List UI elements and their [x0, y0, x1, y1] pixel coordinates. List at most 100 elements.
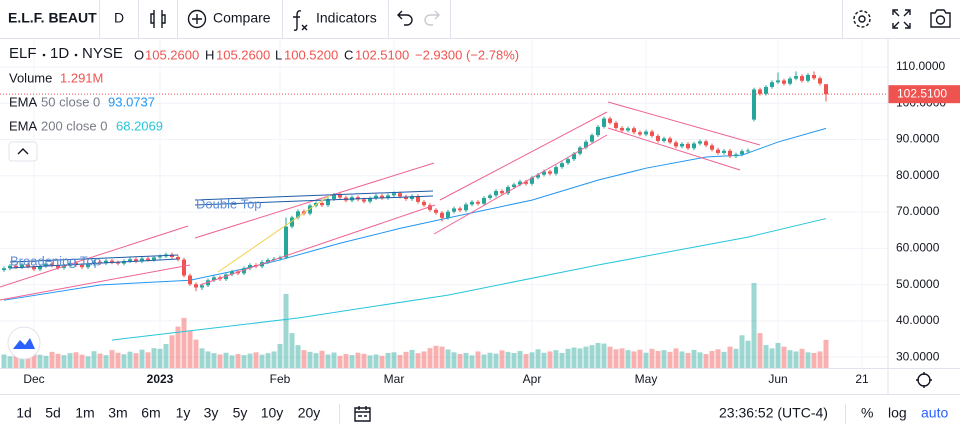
compare-button[interactable]: Compare: [213, 10, 271, 26]
range-button[interactable]: 5y: [233, 405, 248, 421]
candle-body: [356, 197, 360, 200]
auto-button[interactable]: auto: [921, 405, 948, 421]
range-button[interactable]: 20y: [298, 405, 321, 421]
redo-button[interactable]: [424, 10, 440, 26]
candle-body: [566, 159, 570, 164]
candle-body: [188, 275, 192, 285]
volume-bar: [187, 330, 193, 368]
collapse-button[interactable]: [8, 141, 38, 162]
ema-name: EMA: [9, 94, 38, 109]
volume-bar: [487, 352, 493, 368]
volume-bar: [409, 349, 415, 368]
settings-button[interactable]: [858, 15, 866, 23]
fullscreen-button[interactable]: [892, 9, 911, 29]
range-button[interactable]: 1m: [75, 405, 94, 421]
ohlc-key: H: [205, 47, 214, 62]
settings-button: [853, 10, 871, 28]
volume-bar: [259, 354, 265, 368]
volume-bar: [283, 293, 289, 368]
trend-line: [9, 258, 179, 269]
volume-bar: [523, 354, 529, 368]
ema-params: 200 close 0: [41, 118, 108, 133]
ema-line: [111, 218, 827, 341]
volume-bar: [379, 355, 385, 368]
candle-body: [368, 198, 372, 202]
log-button[interactable]: log: [888, 405, 907, 421]
volume-bar: [793, 351, 799, 368]
y-tick-label: 90.0000: [896, 132, 940, 146]
interval-button[interactable]: D: [114, 10, 124, 26]
candle-body: [752, 89, 756, 120]
logo: [7, 326, 41, 360]
symbol-search[interactable]: E.L.F. BEAUT: [8, 10, 97, 26]
volume-bar: [25, 352, 31, 368]
drawings: [0, 101, 761, 301]
candle-body: [746, 150, 750, 152]
volume-bar: [733, 348, 739, 368]
undo-button[interactable]: [397, 10, 413, 26]
candle-body: [686, 143, 690, 149]
x-tick-label: Jun: [768, 372, 787, 386]
volume-bar: [91, 351, 97, 368]
candle-body: [776, 80, 780, 83]
candle-body: [500, 191, 504, 194]
ohlc-key: O: [134, 47, 144, 62]
annotation: Broadening Top: [10, 253, 101, 268]
indicators-button[interactable]: Indicators: [316, 10, 377, 26]
settings-icon[interactable]: [916, 372, 932, 388]
volume-bar: [67, 353, 73, 368]
volume-bar: [709, 351, 715, 368]
y-tick-label: 40.0000: [896, 313, 940, 327]
volume-bar: [55, 353, 61, 368]
volume-bar: [1, 354, 7, 368]
candle-body: [434, 209, 438, 213]
x-tick-label: May: [635, 372, 658, 386]
trend-line: [607, 127, 741, 171]
trend-line: [9, 254, 179, 263]
candle-body: [734, 154, 738, 157]
candle-body: [50, 263, 54, 266]
volume-bar: [715, 349, 721, 368]
candle-body: [110, 260, 114, 263]
range-button[interactable]: 1d: [16, 405, 32, 421]
volume-bar: [43, 355, 49, 368]
compare-icon[interactable]: [187, 9, 207, 29]
annotation: Double Top: [196, 196, 262, 211]
candle-body: [134, 259, 138, 262]
volume-bar: [751, 283, 757, 368]
trend-line: [194, 195, 434, 206]
candle-body: [74, 262, 78, 266]
range-button[interactable]: 10y: [261, 405, 284, 421]
plot-layer: 30.0000 40.0000 50.0000 60.0000 70.0000 80.00…: [0, 40, 960, 386]
indicators-icon[interactable]: [293, 10, 308, 31]
ema-name: EMA: [9, 118, 38, 133]
volume-bar: [775, 342, 781, 368]
volume-bar: [679, 351, 685, 368]
volume-bar: [577, 348, 583, 368]
chart-type-icon[interactable]: [150, 10, 166, 28]
candle-body: [32, 266, 36, 270]
snapshot-button[interactable]: [930, 9, 951, 28]
volume-bar: [475, 351, 481, 368]
range-button[interactable]: 5d: [45, 405, 61, 421]
candle-body: [656, 135, 660, 141]
range-button[interactable]: 1y: [176, 405, 191, 421]
volume-bar: [325, 354, 331, 368]
trend-line: [199, 204, 436, 286]
volume-bar: [253, 352, 259, 368]
snapshot-button: [935, 15, 946, 25]
trend-line: [0, 225, 189, 288]
volume-bar: [31, 350, 37, 368]
percent-button[interactable]: %: [861, 405, 873, 421]
volume-bar: [691, 349, 697, 368]
candle-body: [194, 284, 198, 288]
candle-body: [44, 263, 48, 267]
range-button[interactable]: 3y: [204, 405, 219, 421]
date-range-button[interactable]: [354, 406, 371, 422]
candle-body: [692, 143, 696, 149]
volume-bar: [607, 346, 613, 368]
range-button[interactable]: 3m: [108, 405, 127, 421]
candle-body: [512, 184, 516, 188]
range-button[interactable]: 6m: [141, 405, 160, 421]
